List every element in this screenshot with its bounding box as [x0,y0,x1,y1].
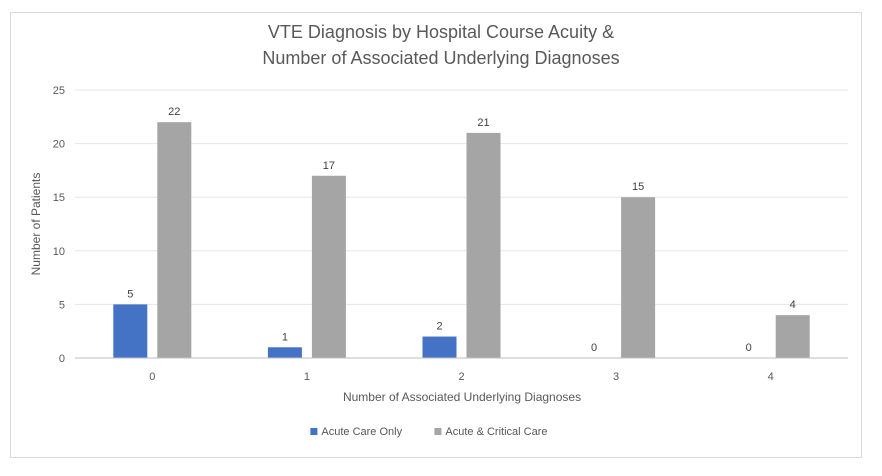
bar-acute-critical-care [157,122,192,358]
y-tick-label: 5 [59,299,65,311]
data-label: 5 [127,288,133,300]
legend-swatch [434,428,442,435]
bar-acute-critical-care [466,132,501,358]
bar-acute-care-only [422,336,457,358]
bar-acute-critical-care [775,315,810,358]
chart-title-line-1: VTE Diagnosis by Hospital Course Acuity … [267,22,615,42]
legend-label: Acute & Critical Care [445,426,547,438]
bar-acute-critical-care [621,197,656,358]
legend: Acute Care Only Acute & Critical Care [310,426,547,438]
y-tick-label: 10 [53,246,65,258]
chart-title-line-2: Number of Associated Underlying Diagnose… [262,48,620,68]
data-label: 1 [282,331,288,343]
data-label: 4 [790,299,796,311]
y-axis-title: Number of Patients [29,173,43,276]
x-tick-label: 0 [149,371,155,383]
bar-acute-critical-care [311,175,346,358]
x-tick-label: 2 [458,371,464,383]
chart-frame [10,12,862,458]
data-label: 17 [323,160,335,172]
x-tick-label: 1 [304,371,310,383]
data-label: 22 [168,106,180,118]
data-label: 2 [436,321,442,333]
bar-acute-care-only [113,304,148,358]
y-tick-label: 15 [53,192,65,204]
data-label: 0 [746,342,752,354]
data-label: 21 [477,117,489,129]
y-tick-label: 0 [59,353,65,365]
legend-swatch [310,428,318,435]
bar-acute-care-only [267,347,302,358]
y-tick-label: 25 [53,85,65,97]
data-label: 0 [591,342,597,354]
x-tick-label: 4 [768,371,774,383]
legend-label: Acute Care Only [321,426,402,438]
data-label: 15 [632,181,644,193]
x-axis-title: Number of Associated Underlying Diagnose… [343,390,581,404]
x-tick-label: 3 [613,371,619,383]
y-tick-label: 20 [53,139,65,151]
